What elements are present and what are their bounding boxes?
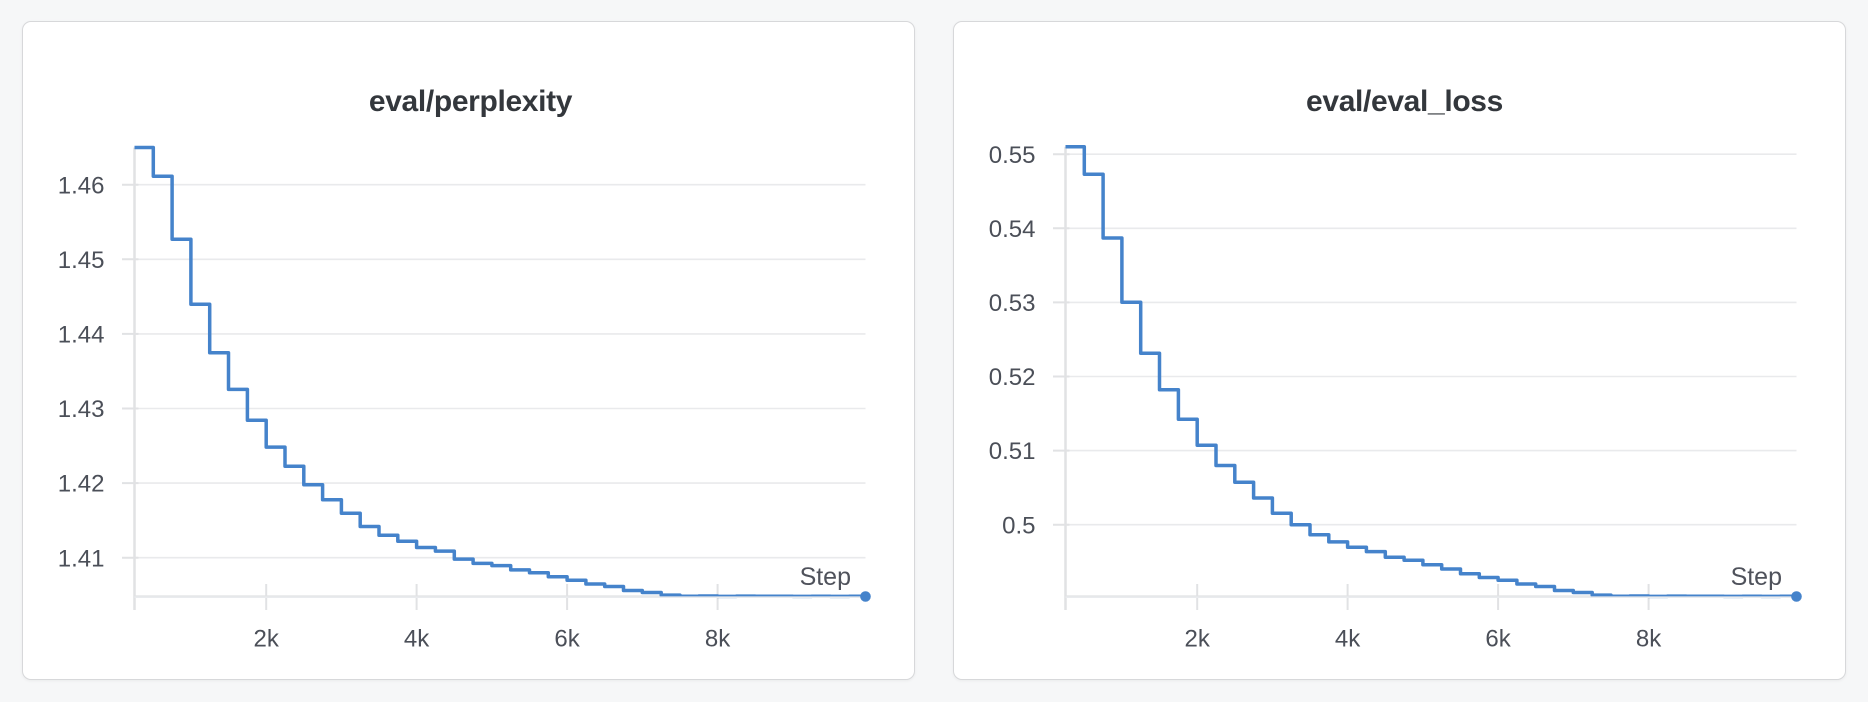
svg-text:0.53: 0.53 xyxy=(988,290,1035,317)
svg-text:1.44: 1.44 xyxy=(57,321,104,348)
svg-text:4k: 4k xyxy=(403,625,429,652)
svg-text:6k: 6k xyxy=(1485,625,1511,652)
svg-text:0.5: 0.5 xyxy=(1002,512,1035,539)
svg-text:4k: 4k xyxy=(1334,625,1360,652)
svg-text:1.46: 1.46 xyxy=(57,172,104,199)
svg-text:0.55: 0.55 xyxy=(988,141,1035,168)
svg-text:0.54: 0.54 xyxy=(988,215,1035,242)
svg-text:Step: Step xyxy=(799,563,850,591)
svg-text:eval/perplexity: eval/perplexity xyxy=(368,85,572,118)
svg-text:8k: 8k xyxy=(704,625,730,652)
svg-text:1.43: 1.43 xyxy=(57,396,104,423)
svg-text:6k: 6k xyxy=(554,625,580,652)
svg-text:Step: Step xyxy=(1730,563,1781,591)
svg-text:1.42: 1.42 xyxy=(57,470,104,497)
svg-text:8k: 8k xyxy=(1635,625,1661,652)
svg-text:2k: 2k xyxy=(253,625,279,652)
svg-text:eval/eval_loss: eval/eval_loss xyxy=(1306,85,1503,118)
svg-text:2k: 2k xyxy=(1184,625,1210,652)
svg-text:1.41: 1.41 xyxy=(57,545,104,572)
svg-text:1.45: 1.45 xyxy=(57,246,104,273)
svg-text:0.51: 0.51 xyxy=(988,438,1035,465)
svg-text:0.52: 0.52 xyxy=(988,364,1035,391)
